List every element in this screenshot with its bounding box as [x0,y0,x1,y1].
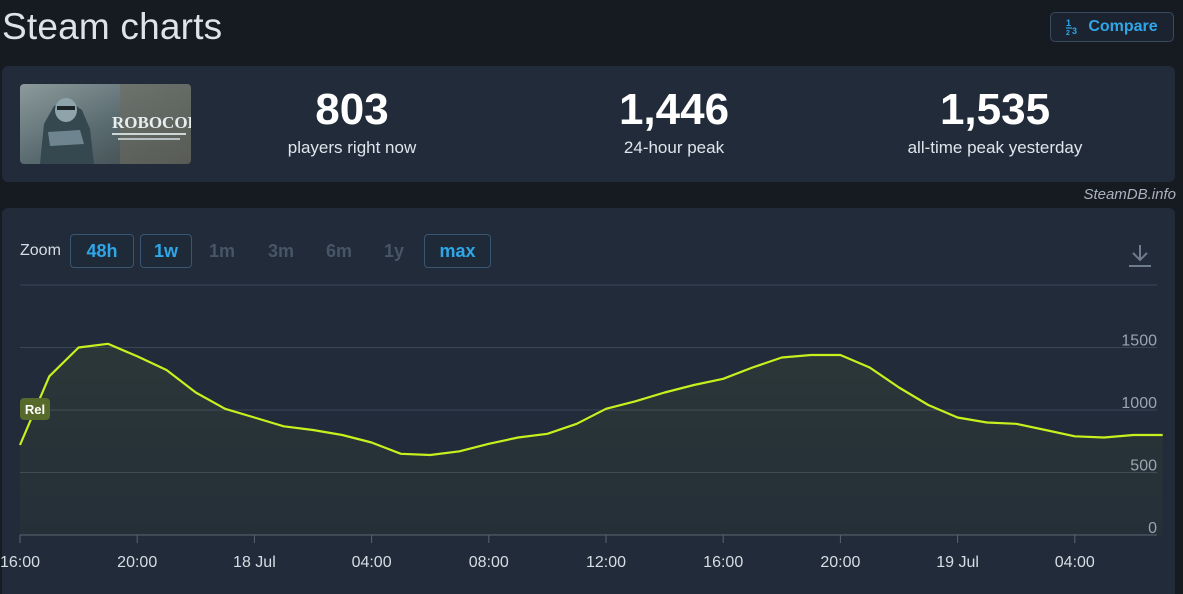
stat-label: 24-hour peak [623,138,725,157]
compare-button[interactable]: 1 3 2 Compare [1050,12,1174,42]
compare-label: Compare [1088,18,1158,35]
x-tick-label: 12:00 [586,554,626,571]
stat-value: 1,446 [618,85,730,134]
x-tick-label: 16:00 [703,554,743,571]
game-logo-text: ROBOCOP [112,113,191,132]
x-tick-label: 08:00 [469,554,509,571]
x-tick-label: 20:00 [117,554,157,571]
svg-text:3: 3 [1072,26,1077,36]
stat-value: 803 [315,85,389,134]
game-thumbnail[interactable]: ROBOCOP [20,84,191,164]
steamdb-credit-link[interactable]: SteamDB.info [1083,186,1176,203]
y-tick-label: 0 [1148,520,1157,537]
svg-text:1: 1 [1066,18,1071,28]
zoom-6m-button[interactable]: 6m [325,240,352,261]
release-annotation-label: Rel [25,402,45,417]
release-annotation-flag [20,398,50,420]
series-line [18,342,1163,457]
zoom-label: Zoom [20,242,61,259]
stat-label: players right now [287,138,417,157]
zoom-1w-button[interactable]: 1w [140,234,192,268]
y-tick-label: 1500 [1121,333,1157,350]
svg-text:2: 2 [1066,30,1070,36]
x-tick-label: 04:00 [352,554,392,571]
stat-label: all-time peak yesterday [907,138,1083,157]
x-tick-label: 16:00 [0,554,40,571]
y-tick-label: 1000 [1121,395,1157,412]
zoom-3m-button[interactable]: 3m [267,240,294,261]
zoom-48h-button[interactable]: 48h [70,234,134,268]
x-tick-label: 18 Jul [233,554,276,571]
zoom-1m-button[interactable]: 1m [208,240,235,261]
series-area [20,343,1163,535]
page-title: Steam charts [2,6,223,47]
x-tick-label: 20:00 [820,554,860,571]
stats-panel: ROBOCOP 803 players right now 1,446 24-h… [2,66,1175,182]
x-tick-label: 04:00 [1055,554,1095,571]
zoom-max-button[interactable]: max [424,234,491,268]
fraction-compare-icon: 1 3 2 [1066,18,1082,36]
stat-all-time-peak: 1,535 all-time peak yesterday [845,84,1145,158]
stat-current-players: 803 players right now [202,84,502,158]
x-tick-label: 19 Jul [936,554,979,571]
stat-24h-peak: 1,446 24-hour peak [524,84,824,158]
download-icon[interactable] [1126,242,1154,270]
y-tick-label: 500 [1130,458,1157,475]
stat-value: 1,535 [939,85,1051,134]
zoom-1y-button[interactable]: 1y [383,240,405,261]
